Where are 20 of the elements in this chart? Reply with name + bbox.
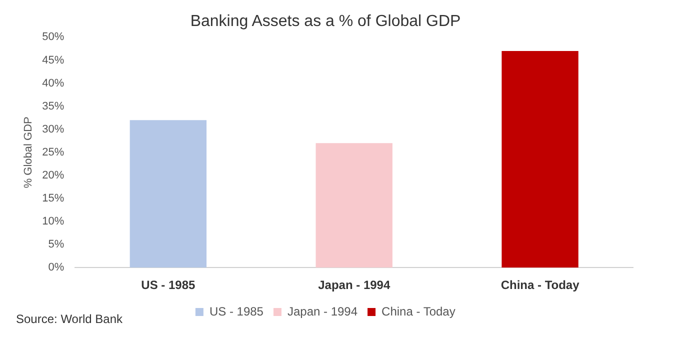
y-tick-label: 25% [42, 146, 64, 158]
y-tick-label: 35% [42, 100, 64, 112]
x-tick-label: US - 1985 [141, 278, 196, 292]
chart-title: Banking Assets as a % of Global GDP [190, 13, 461, 30]
y-tick-label: 15% [42, 192, 64, 205]
y-tick-label: 30% [42, 123, 64, 136]
y-tick-label: 10% [42, 216, 64, 228]
y-axis-title: % Global GDP [22, 116, 35, 188]
y-tick-label: 5% [48, 238, 64, 251]
y-tick-label: 45% [42, 54, 64, 66]
y-tick-label: 0% [48, 262, 64, 274]
y-tick-label: 40% [42, 77, 64, 90]
source-note: Source: World Bank [16, 312, 122, 326]
legend-label: Japan - 1994 [287, 304, 358, 318]
x-tick-label: China - Today [500, 278, 580, 292]
y-tick-label: 20% [42, 169, 64, 182]
x-tick-label: Japan - 1994 [318, 278, 390, 292]
legend-label: China - Today [382, 304, 456, 318]
y-tick-label: 50% [42, 31, 64, 44]
legend-label: US - 1985 [209, 304, 264, 318]
